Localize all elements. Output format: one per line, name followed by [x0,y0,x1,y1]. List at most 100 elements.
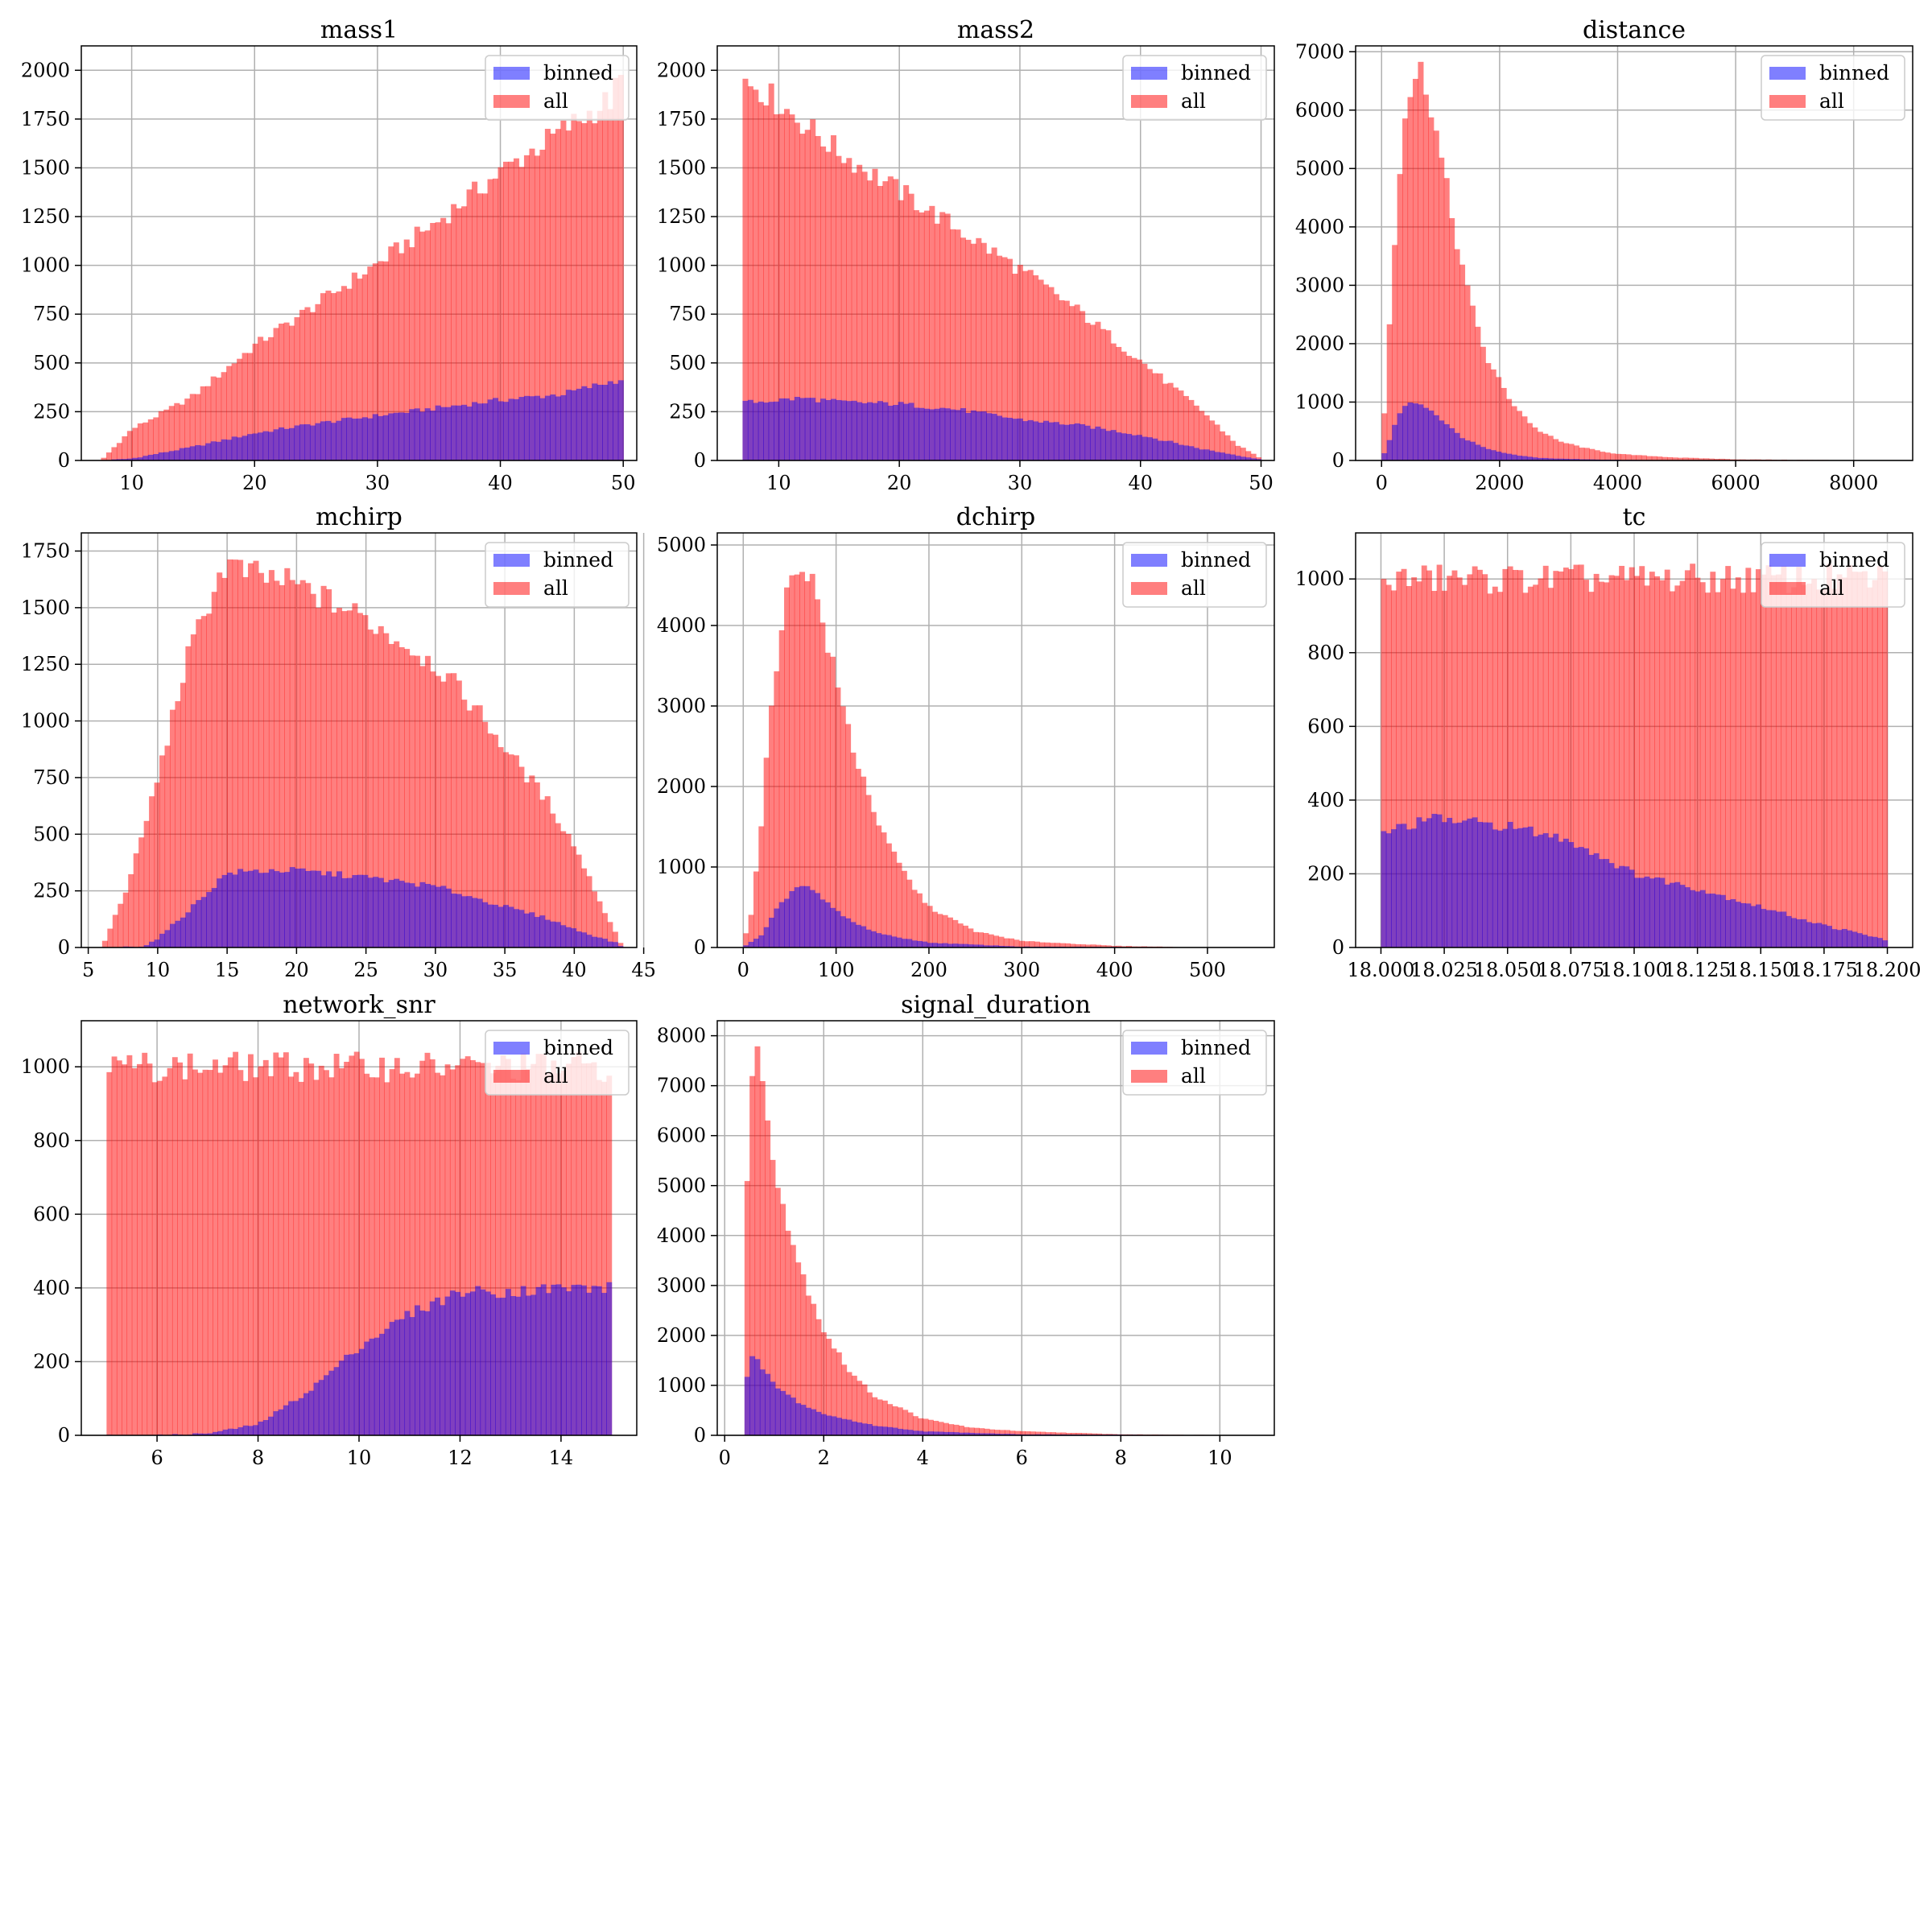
binned-bar [455,1291,461,1435]
all-bar [268,1075,274,1435]
legend-swatch-all [493,582,530,595]
binned-bar [1537,457,1543,460]
binned-bar [1431,813,1438,947]
all-bar [539,799,546,947]
binned-bar [526,1295,531,1435]
binned-bar [304,424,311,460]
all-bar [1705,592,1711,947]
binned-bar [1806,922,1812,947]
all-bar [147,419,154,460]
all-bar [1027,270,1034,460]
binned-bar [493,904,499,947]
binned-bar [242,871,249,947]
all-bar [1095,944,1101,947]
all-bar [164,745,171,947]
binned-bar [1131,435,1137,460]
all-bar [137,423,143,460]
all-bar [952,919,959,947]
legend-swatch-all [493,1070,530,1083]
all-bar [1770,575,1777,947]
binned-bar [232,874,238,947]
all-bar [1670,591,1675,947]
all-bar [955,229,961,460]
binned-bar [233,1429,239,1435]
all-series [742,78,1262,461]
legend-swatch-all [493,95,530,108]
all-bar [1699,582,1706,947]
all-bar [1055,943,1061,947]
all-bar [315,303,321,460]
all-bar [906,879,913,947]
binned-bar [237,437,243,460]
binned-bar [937,943,943,947]
x-tick-label: 50 [1249,472,1274,494]
binned-bar [424,1311,431,1435]
all-bar [1568,444,1575,460]
binned-bar [248,1426,254,1435]
binned-bar [331,876,337,947]
binned-bar [482,902,489,947]
all-bar [1796,567,1802,947]
all-bar [1801,584,1807,947]
all-bar [398,646,405,947]
all-bar [1568,569,1575,947]
binned-bar [409,883,415,947]
all-bar [790,1245,796,1435]
all-bar [1392,245,1398,460]
all-bar [1526,423,1533,460]
all-bar [555,823,561,947]
all-bar [1397,174,1403,460]
binned-bar [1796,919,1802,947]
binned-bar [778,902,785,947]
y-tick-label: 200 [1307,862,1344,885]
binned-bar [799,398,806,460]
all-bar [1116,945,1122,947]
all-bar [320,293,327,460]
binned-bar [1235,456,1241,460]
all-bar [1053,294,1059,460]
x-tick-label: 50 [611,472,636,494]
all-bar [1101,1434,1108,1435]
binned-bar [346,877,353,947]
all-bar [555,129,561,460]
y-tick-label: 8000 [657,1025,706,1047]
binned-bar [364,1341,370,1435]
binned-bar [840,916,846,947]
x-tick-label: 400 [1096,959,1133,981]
all-bar [1245,451,1252,460]
binned-bar [931,943,938,947]
all-bar [262,341,269,460]
all-bar [1724,459,1731,460]
all-bar [978,932,985,947]
all-bar [597,901,603,947]
binned-bar [1456,822,1463,947]
all-bar [1080,944,1086,947]
all-bar [529,775,535,947]
all-bar [1542,565,1549,947]
all-bar [1219,431,1226,460]
x-tick-label: 2 [818,1447,830,1469]
all-series [744,1046,1255,1435]
binned-bar [367,877,374,947]
binned-bar [132,457,138,460]
binned-bar [389,1322,395,1435]
binned-bar [1467,818,1473,947]
binned-bar [190,904,196,947]
binned-bar [168,451,175,460]
all-bar [1625,454,1632,460]
all-bar [846,158,852,460]
binned-bar [310,870,316,947]
y-tick-label: 3000 [657,1274,706,1297]
all-bar [497,167,504,460]
all-bar [903,185,910,460]
all-bar [870,811,877,947]
binned-bar [456,405,462,460]
binned-bar [857,1422,863,1435]
y-tick-label: 3000 [1295,274,1344,296]
binned-bar [805,1407,811,1435]
all-bar [466,710,473,947]
binned-bar [1411,828,1418,947]
all-bar [1641,455,1647,460]
all-bar [933,1421,939,1435]
binned-bar [778,398,785,460]
